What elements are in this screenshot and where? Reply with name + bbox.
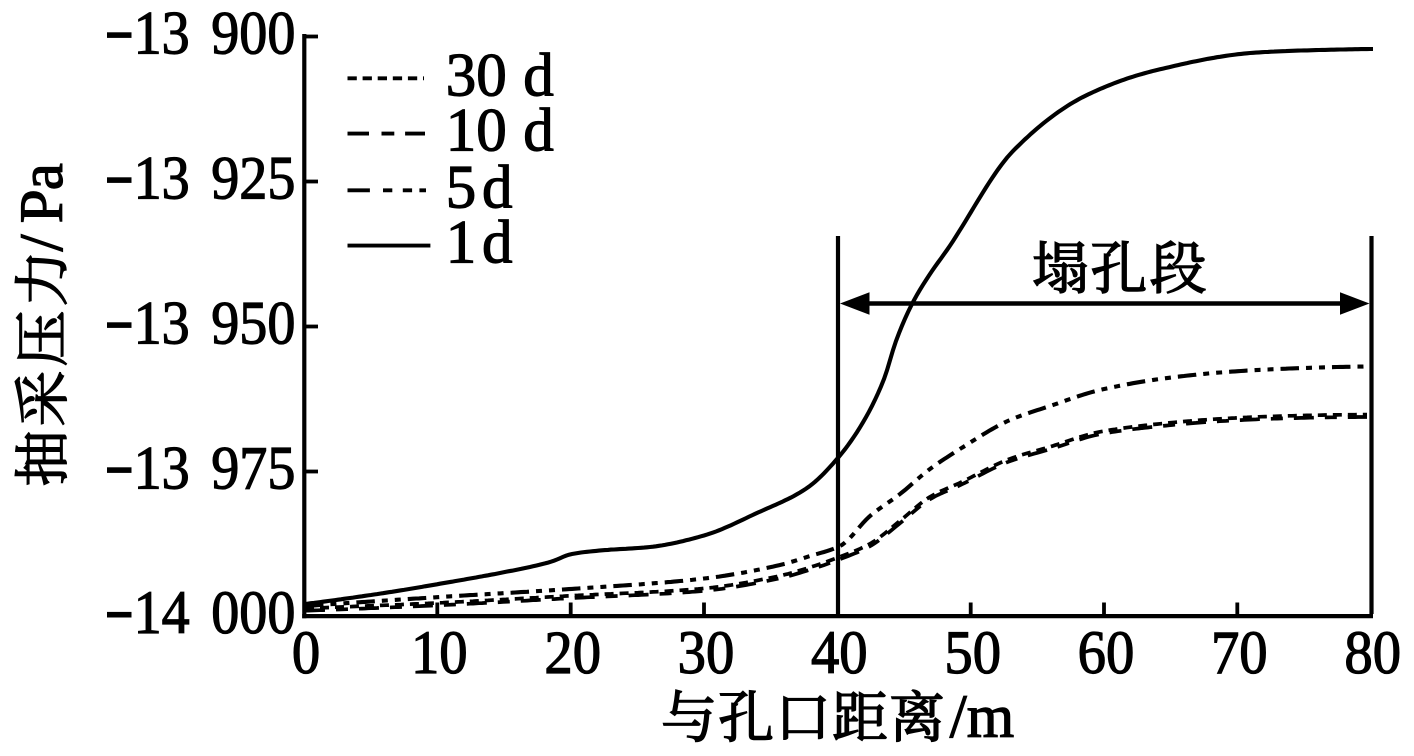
svg-text:13: 13 [134,289,190,357]
svg-text:d: d [482,210,513,277]
svg-text:d: d [523,42,554,109]
svg-text:13: 13 [134,434,190,502]
svg-text:80: 80 [1344,619,1401,686]
svg-text:000: 000 [211,579,295,647]
svg-text:925: 925 [211,144,295,212]
svg-text:13: 13 [134,144,190,212]
svg-text:0: 0 [292,619,320,686]
svg-text:40: 40 [811,619,868,686]
svg-text:14: 14 [134,579,190,647]
svg-text:20: 20 [544,619,601,686]
svg-text:1: 1 [446,210,477,277]
svg-text:50: 50 [944,619,1001,686]
svg-text:10: 10 [411,619,468,686]
svg-text:950: 950 [211,289,295,357]
svg-text:d: d [482,154,513,221]
svg-text:P: P [9,189,76,223]
svg-text:70: 70 [1211,619,1268,686]
svg-text:/m: /m [950,684,1014,751]
svg-text:900: 900 [211,0,295,67]
svg-text:30: 30 [678,619,735,686]
svg-text:30: 30 [446,42,507,109]
svg-text:5: 5 [446,154,477,221]
svg-text:10: 10 [446,98,507,165]
svg-text:60: 60 [1078,619,1135,686]
svg-text:975: 975 [211,434,295,502]
svg-text:13: 13 [134,0,190,67]
svg-text:a: a [9,163,76,190]
svg-text:d: d [523,98,554,165]
svg-text:/: / [9,234,76,251]
